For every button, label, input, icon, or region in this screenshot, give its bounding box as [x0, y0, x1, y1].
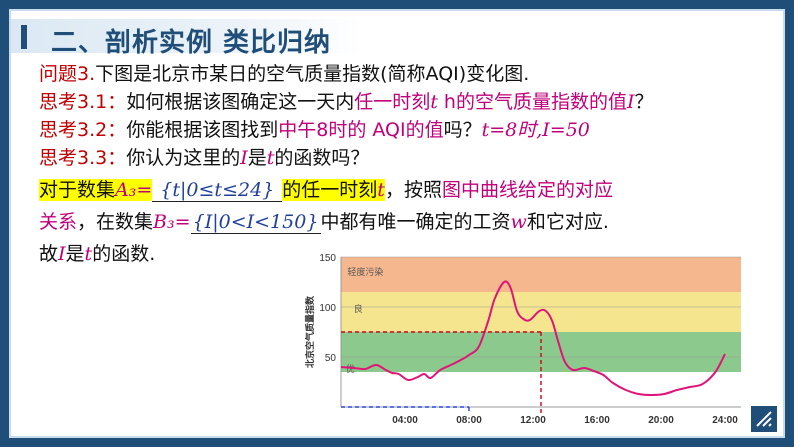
slide-title: 二、剖析实例 类比归纳	[51, 28, 332, 58]
think-3-3: 思考3.3：你认为这里的I是t的函数吗？	[39, 147, 370, 169]
slide: 二、剖析实例 类比归纳 问题3.下图是北京市某日的空气质量指数(简称AQI)变化…	[9, 9, 785, 438]
think-3-1: 思考3.1：如何根据该图确定这一天内任一时刻t h的空气质量指数的值I？	[39, 91, 654, 113]
answer-line-3: 故I是t的函数.	[39, 243, 156, 265]
y-tick-label: 100	[319, 303, 336, 314]
x-tick-label: 08:00	[456, 415, 482, 426]
title-bar: 二、剖析实例 类比归纳	[11, 19, 361, 58]
think-3-2: 思考3.2：你能根据该图找到中午8时的 AQI的值吗？t=8时,I=50	[39, 119, 590, 141]
x-tick-label: 24:00	[712, 415, 738, 426]
answer-line-1: 对于数集A₃= {t|0≤t≤24} 的任一时刻t，按照图中曲线给定的对应	[39, 179, 613, 202]
y-tick-label: 50	[325, 353, 337, 364]
question-3: 问题3.下图是北京市某日的空气质量指数(简称AQI)变化图.	[39, 59, 529, 86]
title-background	[11, 19, 361, 53]
answer: t=8时,I=50	[481, 119, 590, 141]
think-label: 思考3.1：	[39, 91, 127, 113]
band-label: 轻度污染	[347, 266, 383, 278]
x-tick-label: 04:00	[392, 415, 418, 426]
x-tick-label: 20:00	[648, 415, 674, 426]
question-text: 下图是北京市某日的空气质量指数(简称AQI)变化图.	[95, 63, 530, 85]
band-3	[341, 257, 741, 292]
band-2	[341, 292, 741, 332]
answer-line-2: 关系，在数集B₃= {I|0<I<150} 中都有唯一确定的工资w和它对应.	[39, 211, 609, 234]
think-label: 思考3.2：	[39, 119, 127, 141]
corner-decoration-icon	[751, 406, 777, 432]
x-tick-label: 16:00	[584, 415, 610, 426]
y-tick-label: 150	[319, 253, 336, 264]
title-accent-bar	[21, 25, 27, 49]
x-tick-label: 12:00	[520, 415, 546, 426]
aqi-series-line	[340, 280, 726, 397]
band-label: 良	[354, 303, 363, 315]
set-a-blank: {t|0≤t≤24}	[152, 179, 283, 202]
question-label: 问题3.	[39, 63, 96, 85]
set-b-blank: {I|0<I<150}	[190, 211, 321, 234]
think-label: 思考3.3：	[39, 147, 127, 169]
aqi-chart: 50 100 150 04:00 08:00 12:00 16:00 20:00 24:00 轻度…	[304, 253, 741, 426]
band-label: 优	[346, 363, 355, 375]
y-axis-label: 北京空气质量指数	[304, 295, 316, 368]
band-1	[341, 332, 741, 372]
